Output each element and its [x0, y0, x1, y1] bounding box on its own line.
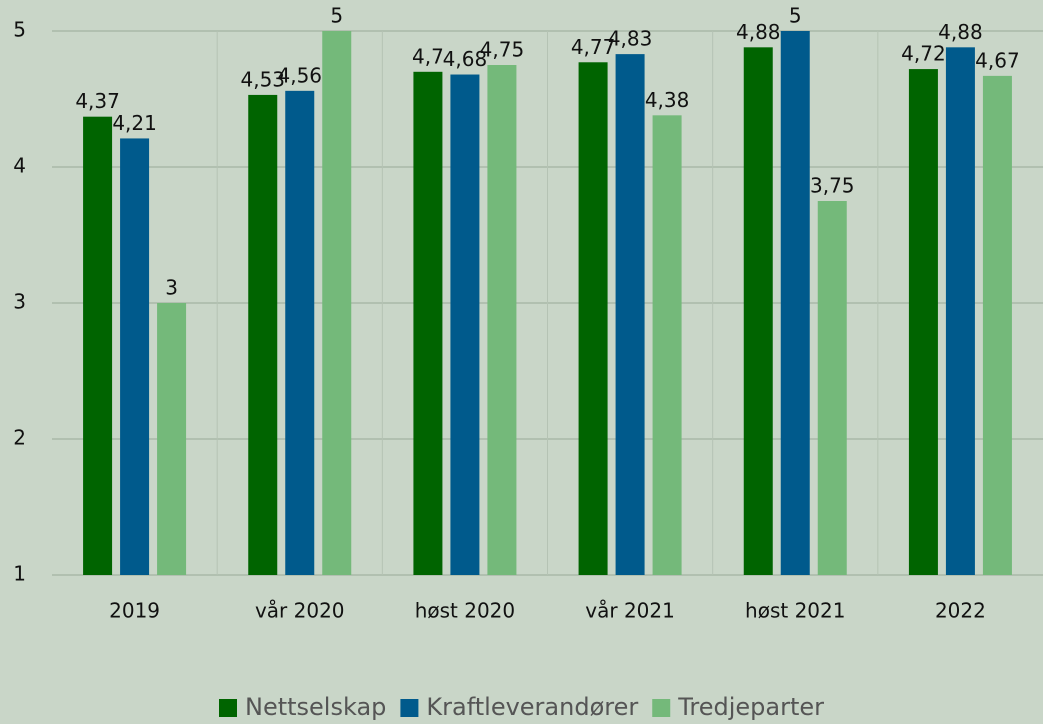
data-label: 4,75	[480, 38, 525, 62]
y-tick-label: 2	[13, 426, 26, 450]
data-label: 4,56	[277, 63, 322, 87]
bar	[322, 31, 352, 575]
legend-swatch	[219, 699, 237, 717]
legend-label: Nettselskap	[245, 693, 386, 721]
bar	[413, 71, 443, 576]
data-label: 3,75	[810, 174, 855, 198]
bar	[487, 65, 517, 575]
legend-label: Tredjeparter	[677, 693, 824, 721]
data-label: 3	[165, 276, 178, 300]
data-label: 4,37	[75, 89, 120, 113]
bar	[248, 94, 278, 576]
bar	[908, 69, 938, 575]
bar	[578, 62, 608, 575]
bar	[83, 116, 113, 576]
x-tick-label: høst 2020	[415, 599, 515, 623]
x-tick-label: 2019	[109, 599, 160, 623]
x-tick-label: 2022	[935, 599, 986, 623]
data-label: 4,83	[608, 27, 653, 51]
data-label: 5	[330, 4, 343, 28]
y-tick-label: 4	[13, 154, 26, 178]
data-label: 4,53	[240, 67, 285, 91]
bar	[780, 31, 810, 575]
y-tick-label: 3	[13, 290, 26, 314]
bar	[450, 74, 480, 576]
data-label: 4,68	[443, 47, 488, 71]
x-tick-label: vår 2020	[255, 599, 345, 623]
bar	[285, 90, 315, 575]
bar	[743, 47, 773, 575]
y-tick-label: 1	[13, 562, 26, 586]
data-label: 4,7	[412, 44, 444, 68]
bar	[982, 75, 1012, 575]
data-label: 4,88	[736, 20, 781, 44]
bar	[945, 47, 975, 575]
data-label: 4,72	[901, 42, 946, 66]
legend-label: Kraftleverandører	[426, 693, 638, 721]
data-label: 4,77	[571, 35, 616, 59]
data-label: 5	[789, 4, 802, 28]
legend-swatch	[652, 699, 671, 717]
bar	[120, 138, 150, 575]
bar	[157, 303, 187, 575]
bar	[817, 201, 847, 575]
x-tick-label: høst 2021	[745, 599, 845, 623]
legend-swatch	[400, 699, 419, 717]
data-label: 4,38	[645, 88, 690, 112]
bar	[652, 115, 682, 575]
y-tick-label: 5	[13, 18, 26, 42]
data-label: 4,67	[975, 48, 1020, 72]
data-label: 4,88	[938, 20, 983, 44]
data-label: 4,21	[112, 111, 157, 135]
bar	[615, 54, 645, 576]
x-tick-label: vår 2021	[585, 599, 675, 623]
